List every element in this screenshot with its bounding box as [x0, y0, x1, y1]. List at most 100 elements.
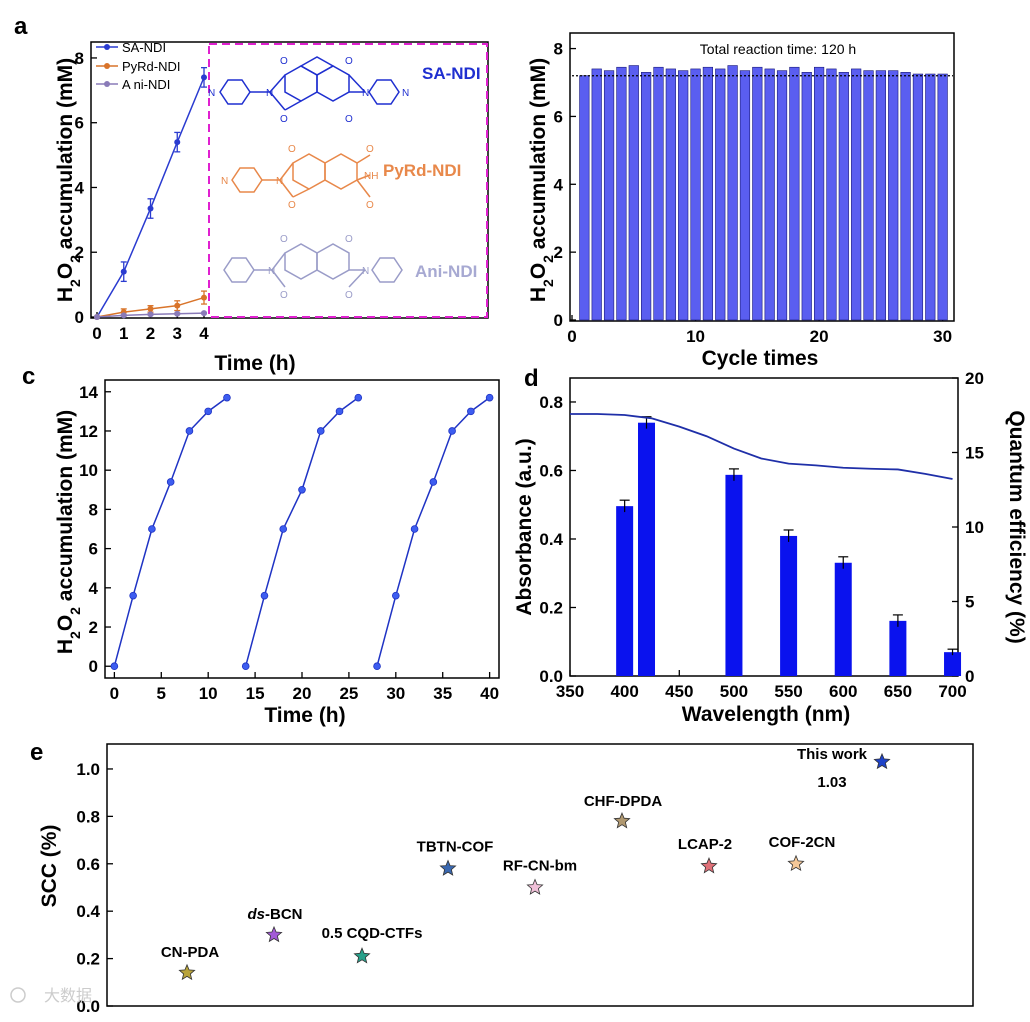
x-tick-label: 25 — [339, 684, 358, 703]
star-cn-pda — [178, 963, 196, 981]
bar — [826, 68, 837, 321]
panel-e-ylabel: SCC (%) — [38, 825, 61, 908]
panel-b-annotation: Total reaction time: 120 h — [700, 41, 856, 57]
bar — [834, 562, 852, 676]
point-label: LCAP-2 — [678, 836, 732, 853]
data-point — [147, 305, 154, 312]
molecule-ani-ndi — [223, 243, 403, 288]
svg-text:O: O — [280, 234, 288, 245]
x-tick-label: 650 — [884, 682, 912, 701]
y-tick-label: 0 — [554, 311, 563, 330]
panel-c-frame — [104, 379, 500, 679]
star-cof-2cn — [787, 854, 805, 872]
y-tick-label: 4 — [89, 579, 99, 598]
point-label: 0.5 CQD-CTFs — [322, 925, 423, 942]
point-label: COF-2CN — [769, 834, 836, 851]
x-tick-label: 5 — [157, 684, 166, 703]
x-tick-label: 550 — [774, 682, 802, 701]
star-lcap-2 — [700, 857, 718, 874]
bar — [937, 73, 948, 321]
panel-letter-d: d — [524, 365, 539, 392]
panel-d-xlabel: Wavelength (nm) — [682, 703, 850, 726]
bar — [752, 66, 763, 321]
inset-label-pyrd-ndi: PyRd-NDI — [383, 161, 461, 180]
panel-c-y-ticks: 0 2 4 6 8 10 12 14 — [79, 383, 111, 676]
data-point — [204, 407, 212, 416]
data-point — [298, 485, 306, 494]
x-tick-label: 3 — [173, 324, 182, 343]
x-tick-label: 10 — [199, 684, 218, 703]
bar — [739, 70, 751, 321]
bar — [863, 70, 874, 321]
panel-b-y-ticks: 0 2 4 6 8 — [554, 40, 576, 330]
x-tick-label: 10 — [686, 327, 705, 346]
svg-text:NH: NH — [364, 171, 378, 182]
y-tick-label: 10 — [965, 518, 984, 537]
legend-sa-ndi: SA-NDI — [122, 40, 166, 55]
legend-ani-ndi: A ni-NDI — [122, 77, 170, 92]
bar — [789, 66, 800, 321]
data-point — [148, 525, 156, 533]
panel-c-xlabel: Time (h) — [264, 704, 345, 727]
x-tick-label: 0 — [92, 324, 101, 343]
point-label: TBTN-COF — [417, 839, 494, 856]
data-point — [185, 427, 194, 435]
y-tick-label: 0.8 — [76, 807, 100, 826]
molecule-sa-ndi — [219, 56, 400, 111]
data-point — [147, 205, 154, 212]
y-tick-label: 0.6 — [539, 461, 563, 480]
panel-d: d 0.0 0.2 0.4 0.6 0.8 0 5 10 15 20 350 400 450 500 5… — [513, 365, 1028, 726]
series-line-sa-ndi — [96, 77, 205, 318]
data-point — [335, 407, 344, 416]
panel-b-ylabel: H2O2 accumulation (mM) — [527, 58, 556, 302]
svg-text:O: O — [280, 56, 288, 67]
y-tick-label: 20 — [965, 369, 984, 388]
panel-e-points: CN-PDA ds-BCN 0.5 CQD-CTFs TBTN-COF RF-CN-bm… — [161, 746, 891, 981]
svg-text:O: O — [345, 234, 353, 245]
star-tbtn-cof — [439, 859, 457, 876]
bar — [616, 506, 634, 676]
bar — [628, 65, 639, 321]
y-tick-label: 10 — [79, 461, 98, 480]
x-tick-label: 400 — [610, 682, 638, 701]
svg-text:O: O — [345, 114, 353, 125]
panel-d-y-ticks-right: 0 5 10 15 20 — [952, 369, 984, 686]
svg-text:N: N — [402, 88, 409, 99]
data-point — [316, 427, 325, 435]
y-tick-label: 2 — [554, 243, 563, 262]
bar — [727, 65, 738, 321]
y-tick-label: 8 — [89, 500, 98, 519]
y-tick-label: 0.4 — [76, 902, 100, 921]
y-tick-label: 4 — [554, 175, 564, 194]
data-point — [174, 302, 181, 309]
y-tick-label: 0.6 — [76, 855, 100, 874]
inset-label-ani-ndi: Ani-NDI — [415, 262, 477, 281]
data-point — [201, 310, 207, 317]
absorbance-curve — [570, 413, 953, 480]
svg-text:N: N — [268, 266, 275, 277]
x-tick-label: 30 — [386, 684, 405, 703]
panel-a-ylabel: H2O2 accumulation (mM) — [54, 58, 83, 302]
panel-e-y-ticks: 0.0 0.2 0.4 0.6 0.8 1.0 — [76, 760, 113, 1016]
panel-letter-c: c — [22, 363, 35, 390]
x-tick-label: 20 — [293, 684, 312, 703]
data-point — [201, 74, 207, 81]
point-label: This work — [797, 746, 868, 763]
svg-text:O: O — [288, 200, 296, 211]
y-tick-label: 2 — [89, 618, 98, 637]
y-tick-label: 0.2 — [539, 598, 563, 617]
bar — [944, 652, 962, 676]
bar — [875, 70, 886, 321]
svg-text:O: O — [345, 290, 353, 301]
atoms-ani-ndi: N N O O O O — [268, 234, 369, 301]
bar — [702, 66, 714, 321]
y-tick-label: 2 — [75, 243, 84, 262]
svg-text:O: O — [280, 290, 288, 301]
data-point — [354, 393, 363, 402]
y-tick-label: 6 — [89, 540, 98, 559]
data-point — [120, 312, 127, 319]
y-tick-label: 15 — [965, 444, 984, 463]
inset-box — [208, 43, 488, 318]
data-point — [129, 591, 137, 600]
